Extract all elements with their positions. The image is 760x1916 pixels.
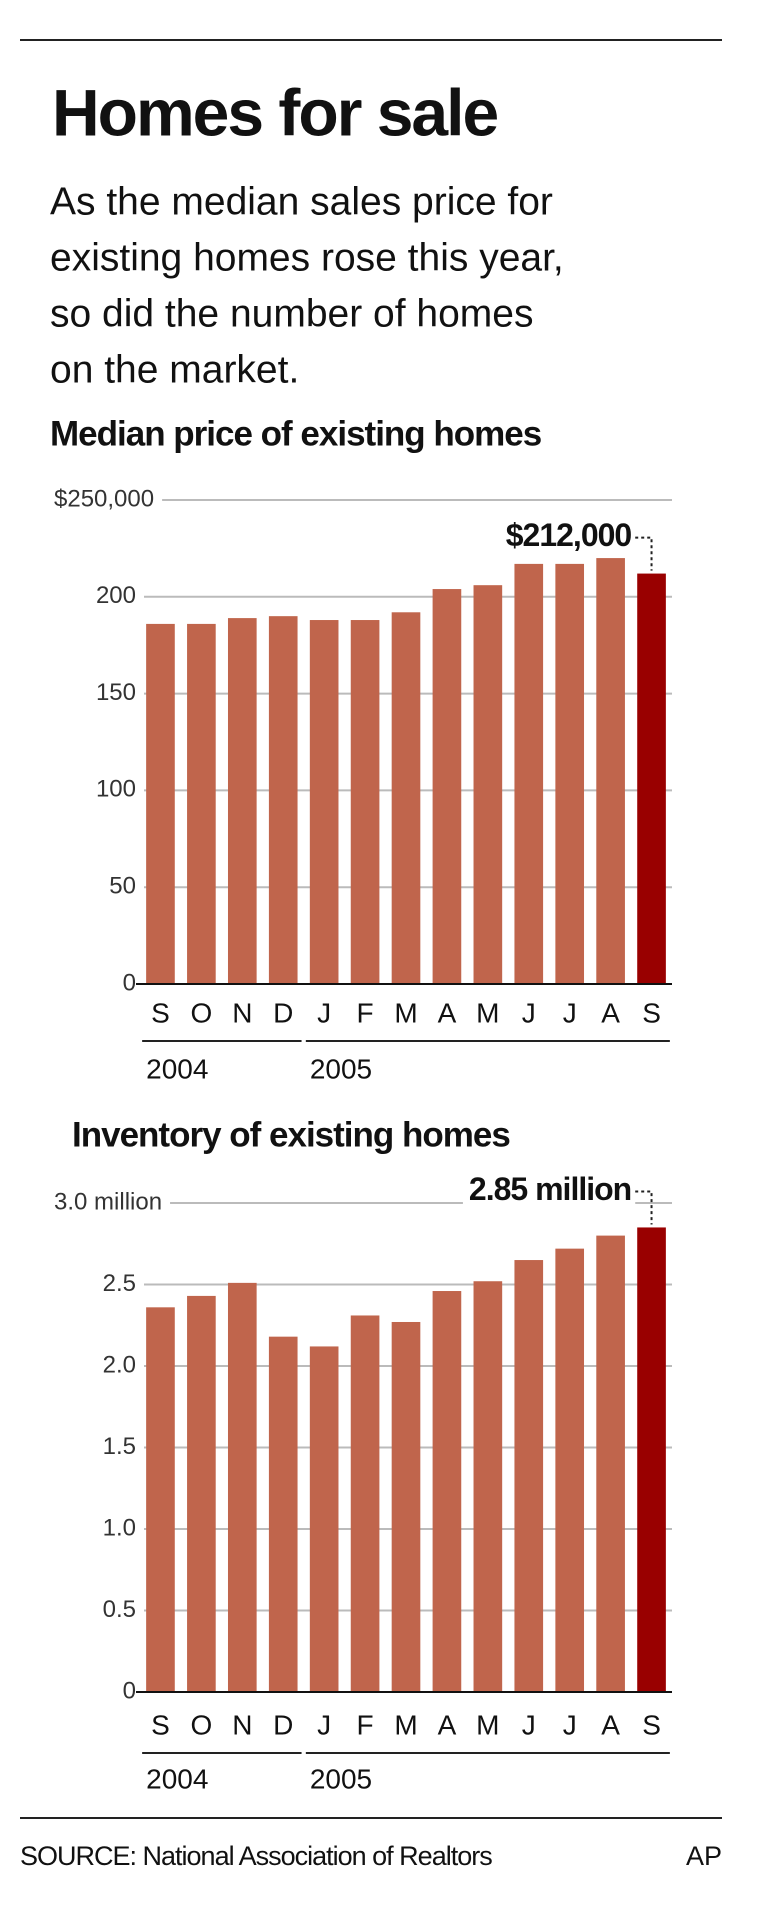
x-tick-label: A [438,997,457,1028]
x-tick-label: S [151,997,170,1028]
x-tick-label: J [563,997,577,1028]
x-tick-label: M [476,997,499,1028]
x-tick-label: M [394,1709,417,1740]
bar [473,1281,503,1692]
bar [391,612,421,984]
x-tick-label: J [563,1709,577,1740]
bar [555,1248,585,1692]
value-label-leader [635,1190,653,1225]
y-tick-label: $250,000 [54,485,154,512]
y-tick-label: 100 [96,776,136,803]
bar [350,1315,380,1692]
x-group-label: 2005 [310,1763,372,1794]
y-tick-label: 1.0 [103,1514,136,1541]
y-tick-label: 2.0 [103,1351,136,1378]
x-group-label: 2005 [310,1053,372,1084]
x-tick-label: J [522,997,536,1028]
x-tick-label: J [522,1709,536,1740]
bar [268,1336,298,1692]
x-tick-label: D [273,997,293,1028]
y-tick-label: 50 [109,873,136,900]
x-tick-label: M [476,1709,499,1740]
bar [350,620,380,984]
chart-title: Inventory of existing homes [72,1115,510,1154]
x-tick-label: N [232,997,252,1028]
x-tick-label: F [357,1709,374,1740]
credit: AP [686,1841,722,1871]
bar [432,589,462,984]
y-tick-label: 200 [96,582,136,609]
y-tick-label: 1.5 [103,1433,136,1460]
y-tick-label: 2.5 [103,1270,136,1297]
x-tick-label: O [190,1709,212,1740]
x-tick-label: A [601,1709,620,1740]
bar [555,563,585,984]
x-tick-label: J [317,1709,331,1740]
y-tick-label: 0.5 [103,1596,136,1623]
value-label: $212,000 [506,517,632,553]
y-tick-label: 3.0 million [54,1188,162,1215]
value-label-bg [499,517,636,554]
x-tick-label: F [357,997,374,1028]
bar [514,563,544,984]
bar [596,558,625,984]
value-label: 2.85 million [469,1171,631,1207]
bar [596,1235,625,1692]
bar [146,623,175,984]
value-label-bg [462,1170,636,1207]
x-tick-label: D [273,1709,293,1740]
x-tick-label: A [601,997,620,1028]
title: Homes for sale [52,75,497,149]
source: SOURCE: National Association of Realtors [20,1841,492,1871]
bar [514,1260,544,1692]
subtitle-line: As the median sales price for [50,180,553,223]
y-tick-label: 0 [123,969,136,996]
y-tick-label: 150 [96,679,136,706]
subtitle-line: so did the number of homes [50,292,533,335]
x-group-label: 2004 [146,1053,208,1084]
bar [637,573,666,984]
x-tick-label: N [232,1709,252,1740]
x-tick-label: M [394,997,417,1028]
bar [187,1295,216,1692]
bar [227,618,257,984]
subtitle-line: existing homes rose this year, [50,236,564,279]
chart-title: Median price of existing homes [50,414,542,453]
bar [309,1346,339,1692]
x-tick-label: J [317,997,331,1028]
bar [309,620,339,984]
x-tick-label: A [438,1709,457,1740]
bar [227,1282,257,1692]
bar [187,623,216,984]
bar [637,1227,666,1692]
x-tick-label: O [190,997,212,1028]
bar [391,1321,421,1692]
bar [473,585,503,984]
value-label-leader [635,536,653,571]
subtitle-line: on the market. [50,348,299,391]
x-tick-label: S [151,1709,170,1740]
x-tick-label: S [642,1709,661,1740]
x-group-label: 2004 [146,1763,208,1794]
x-tick-label: S [642,997,661,1028]
bar [432,1291,462,1692]
y-tick-label: 0 [123,1677,136,1704]
bar [146,1307,175,1692]
bar [268,616,298,984]
